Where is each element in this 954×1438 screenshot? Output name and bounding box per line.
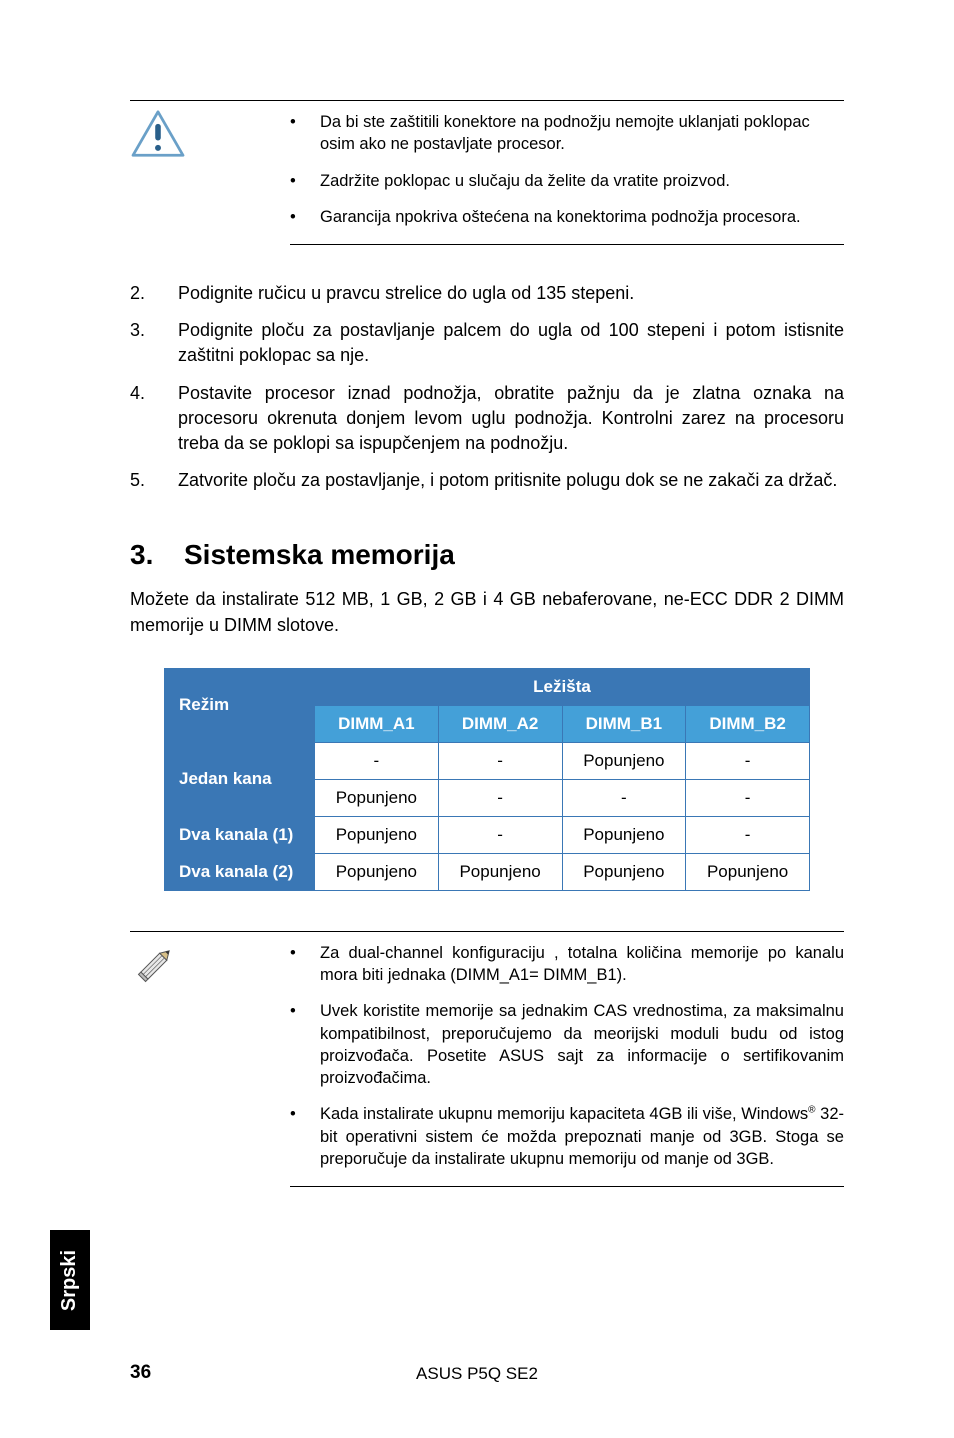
table-cell: -	[438, 816, 562, 853]
language-label: Srpski	[59, 1249, 82, 1310]
warning-list: • Da bi ste zaštitili konektore na podno…	[290, 101, 844, 245]
table-cell: Popunjeno	[315, 816, 439, 853]
table-col: DIMM_A2	[438, 705, 562, 742]
step-text: Postavite procesor iznad podnožja, obrat…	[178, 381, 844, 457]
table-cell: Popunjeno	[438, 853, 562, 890]
list-item: • Da bi ste zaštitili konektore na podno…	[290, 111, 844, 156]
table-header-mode: Režim	[165, 668, 315, 742]
table-header-sockets: Ležišta	[315, 668, 810, 705]
table-cell: Popunjeno	[315, 779, 439, 816]
warning-icon	[130, 109, 186, 164]
section-title: Sistemska memorija	[184, 539, 455, 570]
step-item: 2. Podignite ručicu u pravcu strelice do…	[130, 281, 844, 306]
bullet-icon: •	[290, 1000, 300, 1089]
memory-table: Režim Ležišta DIMM_A1 DIMM_A2 DIMM_B1 DI…	[130, 668, 844, 891]
intro-paragraph: Možete da instalirate 512 MB, 1 GB, 2 GB…	[130, 587, 844, 637]
table-cell: -	[562, 779, 686, 816]
list-item: • Garancija npokriva oštećena na konekto…	[290, 206, 844, 228]
table-cell: -	[438, 779, 562, 816]
table-col: DIMM_B2	[686, 705, 810, 742]
table-row-label: Jedan kana	[165, 742, 315, 816]
table-cell: -	[438, 742, 562, 779]
list-item: • Za dual-channel konfiguraciju , totaln…	[290, 942, 844, 987]
step-item: 4. Postavite procesor iznad podnožja, ob…	[130, 381, 844, 457]
table-row-label: Dva kanala (2)	[165, 853, 315, 890]
warning-text: Garancija npokriva oštećena na konektori…	[320, 206, 801, 228]
section-heading: 3.Sistemska memorija	[130, 539, 844, 571]
note-text: Kada instalirate ukupnu memoriju kapacit…	[320, 1103, 844, 1170]
pencil-icon	[130, 940, 186, 995]
step-number: 3.	[130, 318, 158, 368]
note-callout: • Za dual-channel konfiguraciju , totaln…	[130, 931, 844, 1187]
step-number: 5.	[130, 468, 158, 493]
step-text: Podignite ručicu u pravcu strelice do ug…	[178, 281, 844, 306]
step-text: Zatvorite ploču za postavljanje, i potom…	[178, 468, 844, 493]
step-item: 5. Zatvorite ploču za postavljanje, i po…	[130, 468, 844, 493]
bullet-icon: •	[290, 1103, 300, 1170]
table-cell: Popunjeno	[562, 816, 686, 853]
table-cell: -	[686, 742, 810, 779]
table-col: DIMM_A1	[315, 705, 439, 742]
warning-text: Zadržite poklopac u slučaju da želite da…	[320, 170, 730, 192]
table-cell: -	[315, 742, 439, 779]
note-text: Uvek koristite memorije sa jednakim CAS …	[320, 1000, 844, 1089]
table-cell: Popunjeno	[686, 853, 810, 890]
table-cell: Popunjeno	[315, 853, 439, 890]
table-cell: -	[686, 779, 810, 816]
list-item: • Uvek koristite memorije sa jednakim CA…	[290, 1000, 844, 1089]
footer-product: ASUS P5Q SE2	[0, 1364, 954, 1384]
bullet-icon: •	[290, 111, 300, 156]
warning-text: Da bi ste zaštitili konektore na podnožj…	[320, 111, 844, 156]
step-number: 2.	[130, 281, 158, 306]
step-text: Podignite ploču za postavljanje palcem d…	[178, 318, 844, 368]
list-item: • Zadržite poklopac u slučaju da želite …	[290, 170, 844, 192]
list-item: • Kada instalirate ukupnu memoriju kapac…	[290, 1103, 844, 1170]
note-list: • Za dual-channel konfiguraciju , totaln…	[290, 932, 844, 1187]
table-col: DIMM_B1	[562, 705, 686, 742]
steps-list: 2. Podignite ručicu u pravcu strelice do…	[130, 281, 844, 493]
bullet-icon: •	[290, 942, 300, 987]
note-text: Za dual-channel konfiguraciju , totalna …	[320, 942, 844, 987]
warning-callout: • Da bi ste zaštitili konektore na podno…	[130, 100, 844, 245]
step-number: 4.	[130, 381, 158, 457]
table-row-label: Dva kanala (1)	[165, 816, 315, 853]
step-item: 3. Podignite ploču za postavljanje palce…	[130, 318, 844, 368]
bullet-icon: •	[290, 206, 300, 228]
table-cell: -	[686, 816, 810, 853]
table-cell: Popunjeno	[562, 742, 686, 779]
table-cell: Popunjeno	[562, 853, 686, 890]
bullet-icon: •	[290, 170, 300, 192]
section-number: 3.	[130, 539, 184, 571]
language-tab: Srpski	[50, 1230, 90, 1330]
